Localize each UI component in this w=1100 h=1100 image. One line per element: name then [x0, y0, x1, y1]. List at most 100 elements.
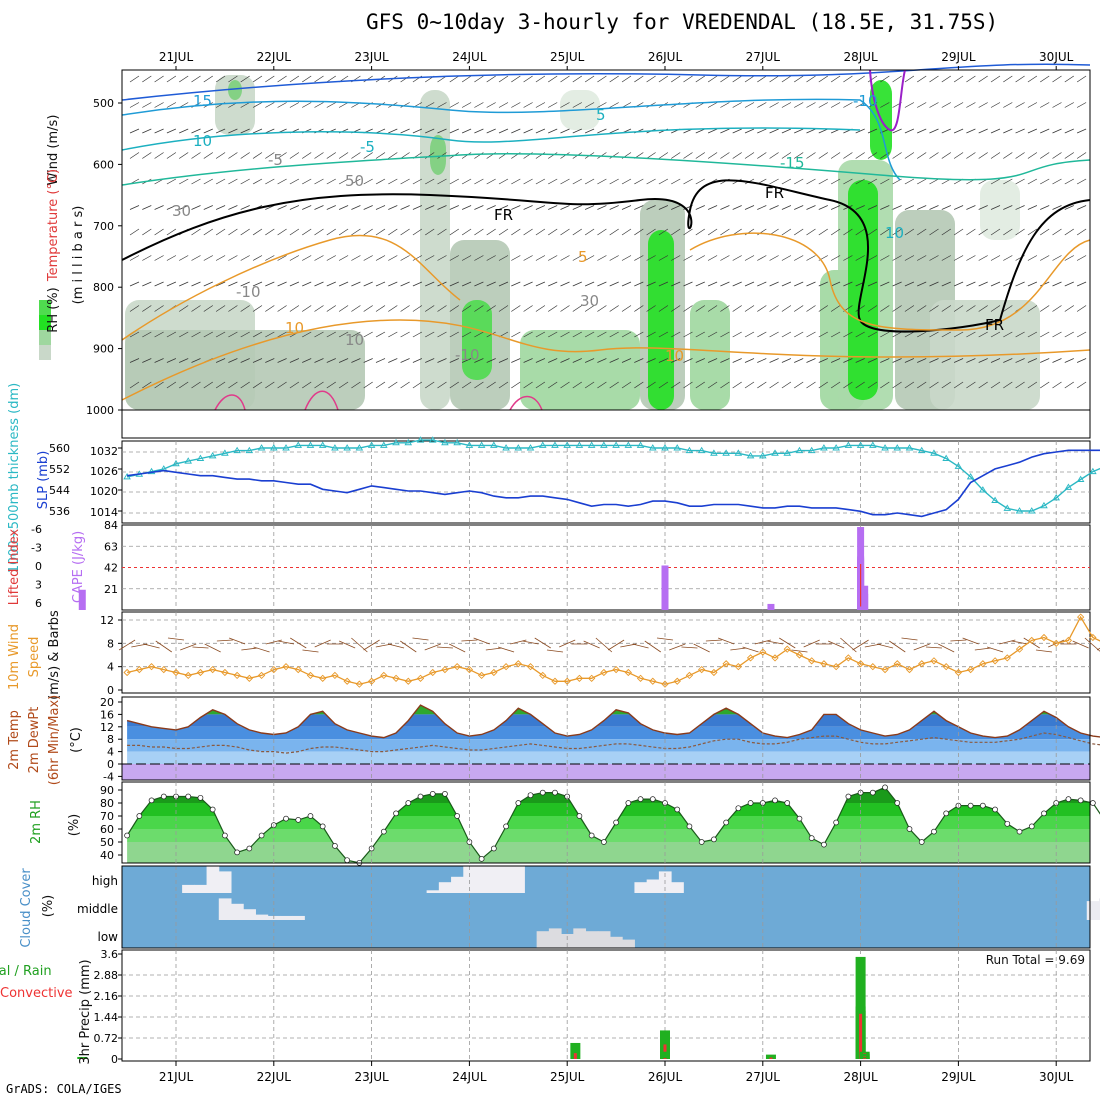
wind-speed-marker — [600, 668, 608, 677]
wind-barb — [671, 228, 681, 236]
wind-barb — [609, 331, 619, 338]
wind-barb — [511, 128, 521, 134]
prec-tick-label: 2.88 — [94, 969, 119, 982]
cape-bar — [861, 593, 869, 610]
wind-barb — [277, 331, 287, 338]
wind-barb — [166, 331, 177, 338]
wind-speed-marker — [856, 660, 865, 668]
wind-barb — [953, 331, 964, 338]
wind-barb — [486, 228, 496, 236]
wind-barb — [129, 128, 140, 134]
wind-barb — [548, 281, 558, 287]
thickness-marker — [881, 444, 889, 451]
wind-barb — [806, 281, 816, 287]
wind-barb — [867, 152, 878, 159]
wind-barb — [548, 102, 558, 108]
contour-label: 10 — [885, 224, 904, 242]
wind-barb — [166, 205, 177, 210]
wind-barb — [302, 102, 312, 108]
wind-barb — [1064, 255, 1074, 261]
wind-barb — [917, 381, 927, 389]
rh-marker — [185, 793, 192, 800]
wind-barb — [400, 128, 410, 134]
slp-tick-label: 1014 — [90, 506, 118, 519]
precip-conv-bar — [663, 1044, 667, 1059]
wind-barb — [867, 255, 878, 261]
wind-barb — [830, 75, 841, 83]
wind-barb — [904, 102, 915, 108]
wind-barb — [166, 102, 177, 108]
wind-barb — [867, 128, 878, 134]
cloud-high-bar — [646, 879, 660, 893]
wind-barb — [867, 205, 878, 210]
wind-barb — [852, 639, 869, 651]
wind-barb — [314, 305, 324, 312]
wind-barb — [892, 381, 902, 389]
wind-barb — [744, 205, 755, 210]
wind-barb — [277, 178, 287, 185]
wind-barb — [129, 255, 140, 261]
wind-barb — [252, 331, 263, 338]
wind-barb — [1015, 102, 1025, 108]
wind-barb — [400, 102, 410, 108]
wind-barb — [425, 102, 435, 108]
wind-barb — [302, 331, 312, 338]
wind-barb — [572, 102, 582, 108]
wind-barb — [781, 128, 792, 134]
wind-barb — [953, 381, 964, 389]
wind-barb — [855, 305, 865, 312]
wind-barb — [412, 128, 423, 134]
wind-barb — [1040, 102, 1050, 108]
wind-barb — [1040, 228, 1050, 236]
wind-barb — [1027, 331, 1038, 338]
wind-barb — [351, 305, 361, 312]
wind-barb — [806, 305, 816, 312]
wind-barb — [1040, 152, 1050, 159]
wind-speed-marker — [771, 654, 779, 662]
wind-barb — [535, 255, 546, 261]
thickness-marker — [734, 449, 743, 456]
wind-barb — [720, 281, 730, 287]
wind-barb — [560, 178, 570, 185]
wind-barb — [880, 228, 890, 236]
wind-barb — [781, 358, 792, 363]
wind-barb — [941, 128, 951, 134]
cape-tick-label: 84 — [104, 519, 118, 532]
wind-barb — [840, 637, 857, 653]
wind-barb — [929, 152, 939, 159]
thickness-marker — [587, 441, 596, 448]
wind-speed-marker — [306, 671, 315, 680]
wind-speed-marker — [367, 677, 376, 685]
wind-barb — [437, 331, 447, 338]
wind-barb — [695, 128, 705, 134]
thickness-marker — [612, 441, 620, 448]
wind-barb — [1076, 102, 1087, 108]
wind-barb — [228, 381, 238, 389]
bottom-day-label: 26JUL — [648, 1070, 683, 1084]
wind-barb — [1076, 255, 1087, 261]
rh-marker — [539, 789, 546, 796]
wind-barb — [180, 643, 197, 651]
wind-barb — [1064, 75, 1074, 83]
wind-barb — [400, 255, 410, 261]
wind-barb — [781, 255, 792, 261]
wind-barb — [621, 102, 632, 108]
contour-line — [121, 319, 1091, 401]
li-tick-label: 3 — [35, 579, 42, 592]
rh-shading — [520, 330, 640, 410]
wind-barb — [486, 205, 496, 210]
thickness-marker — [636, 441, 645, 448]
thickness-marker — [600, 441, 608, 448]
wind-barb — [240, 381, 250, 389]
wind-barb — [584, 75, 595, 83]
wind-barb — [461, 281, 472, 287]
wind-barb — [867, 178, 878, 185]
wind-barb — [794, 152, 804, 159]
thickness-marker — [1052, 494, 1060, 501]
wind-barb — [953, 128, 964, 134]
wind-barb — [302, 649, 319, 653]
wind-barb — [671, 381, 681, 389]
wind-barb — [990, 281, 1001, 287]
wind-barb — [1027, 305, 1038, 312]
wind-barb — [535, 281, 546, 287]
